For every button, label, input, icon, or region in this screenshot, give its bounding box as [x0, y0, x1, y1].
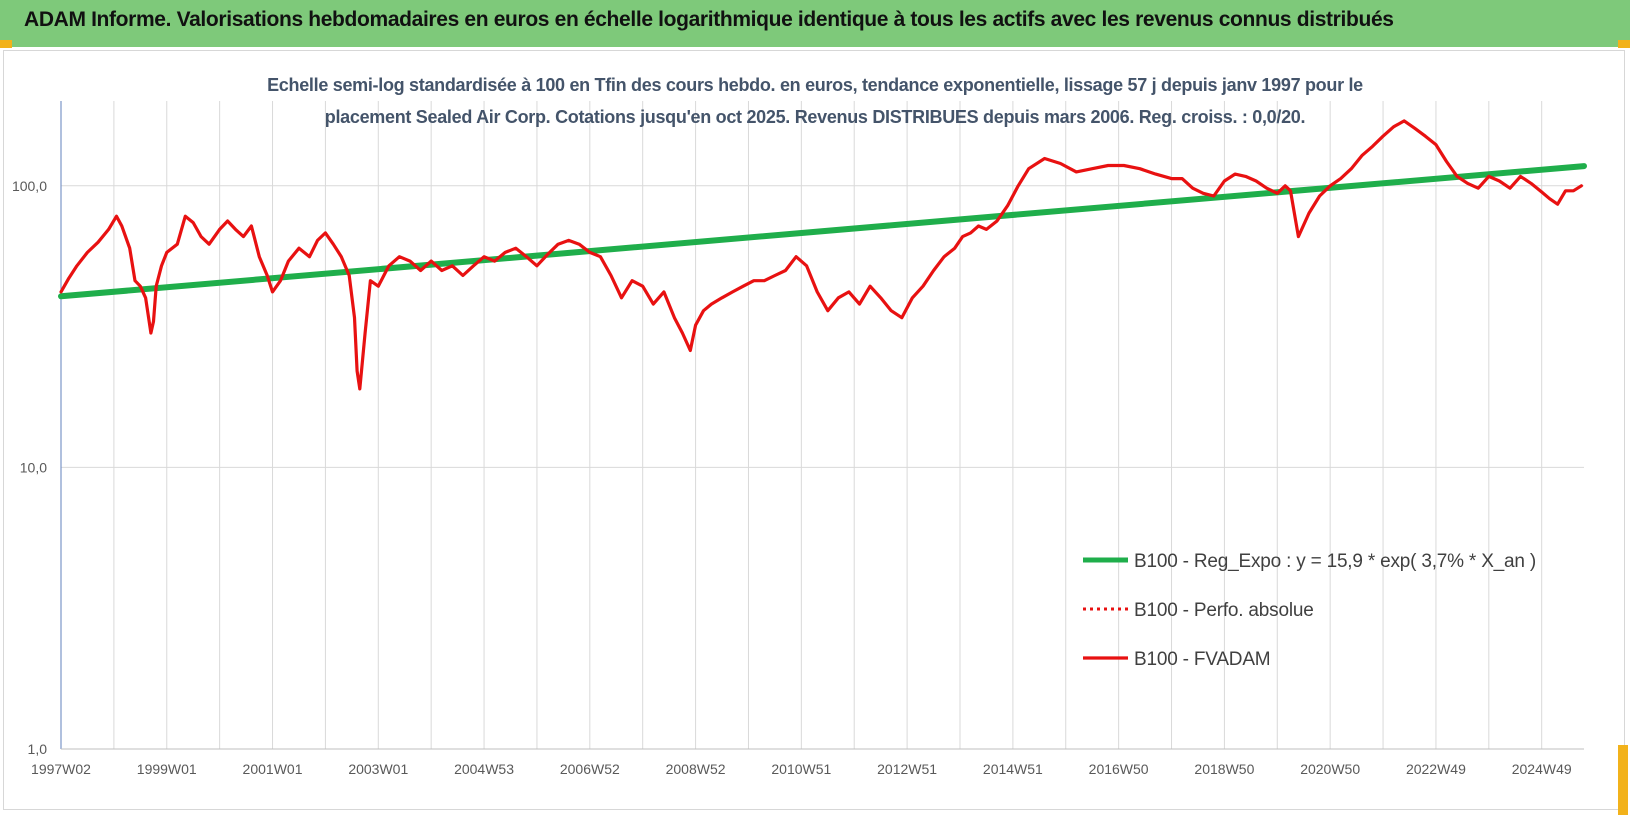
- y-tick-label: 1,0: [28, 741, 48, 757]
- legend-entry-label: B100 - FVADAM: [1134, 649, 1270, 670]
- legend: B100 - Reg_Expo : y = 15,9 * exp( 3,7% *…: [1083, 551, 1536, 670]
- x-tick-label: 2022W49: [1406, 761, 1466, 777]
- report-title: ADAM Informe. Valorisations hebdomadaire…: [24, 8, 1394, 31]
- x-tick-label: 2010W51: [771, 761, 831, 777]
- x-tick-label: 2014W51: [983, 761, 1043, 777]
- gridlines: [60, 101, 1584, 750]
- x-tick-label: 2003W01: [348, 761, 408, 777]
- x-tick-label: 2004W53: [454, 761, 514, 777]
- chart-subtitle-line-1: Echelle semi-log standardisée à 100 en T…: [267, 75, 1363, 95]
- x-tick-label: 2008W52: [666, 761, 726, 777]
- x-tick-label: 2020W50: [1300, 761, 1360, 777]
- x-tick-label: 2016W50: [1089, 761, 1149, 777]
- corner-mark-right: [1618, 40, 1630, 48]
- y-tick-label: 10,0: [20, 459, 47, 475]
- corner-mark-left: [0, 40, 12, 48]
- scroll-handle[interactable]: [1618, 745, 1628, 815]
- chart-frame: [3, 50, 1625, 810]
- x-tick-label: 1997W02: [31, 761, 91, 777]
- x-tick-label: 2001W01: [243, 761, 303, 777]
- legend-entry-label: B100 - Perfo. absolue: [1134, 600, 1314, 621]
- chart-subtitle-line-2: placement Sealed Air Corp. Cotations jus…: [325, 107, 1305, 127]
- x-tick-label: 2018W50: [1194, 761, 1254, 777]
- x-tick-label: 2012W51: [877, 761, 937, 777]
- x-tick-label: 2006W52: [560, 761, 620, 777]
- legend-entry-label: B100 - Reg_Expo : y = 15,9 * exp( 3,7% *…: [1134, 551, 1536, 572]
- y-tick-label: 100,0: [12, 178, 47, 194]
- x-tick-label: 1999W01: [137, 761, 197, 777]
- x-tick-label: 2024W49: [1512, 761, 1572, 777]
- fvadam-line: [59, 119, 1583, 391]
- series-layer: [58, 119, 1587, 391]
- x-tick-labels: 1997W02 1999W01 2001W01 2003W01 2004W53 2006W…: [31, 761, 1572, 777]
- y-tick-labels: 1,0 10,0 100,0: [12, 178, 47, 757]
- top-banner: ADAM Informe. Valorisations hebdomadaire…: [0, 0, 1630, 47]
